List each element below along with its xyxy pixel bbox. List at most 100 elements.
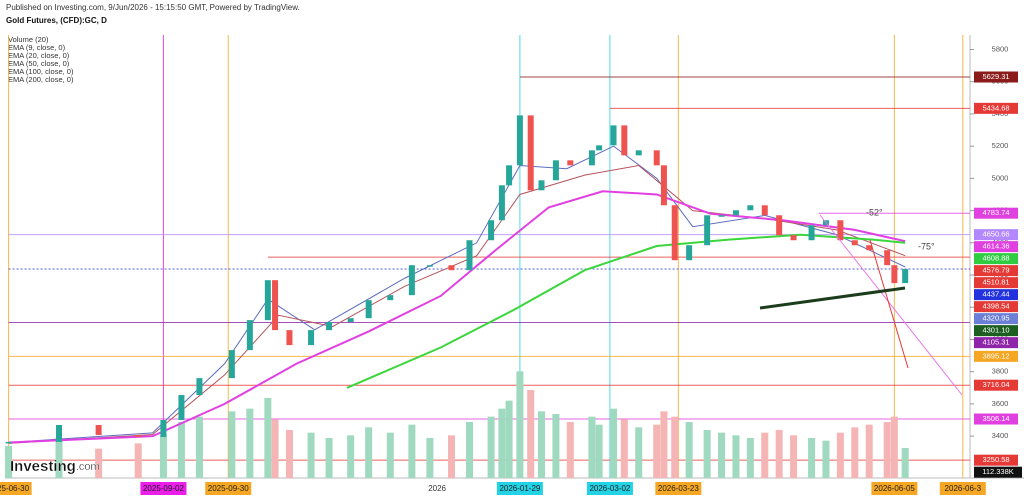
x-tick-label: 2025-09-30: [208, 484, 249, 493]
price-label: 4301.10: [982, 326, 1009, 335]
volume-bar: [883, 422, 891, 478]
volume-bar: [775, 430, 783, 478]
date-label-bg: [586, 482, 633, 495]
price-label-bg: [974, 229, 1018, 241]
candle: [264, 280, 271, 321]
legend-entry: EMA (100, close, 0): [8, 67, 74, 76]
annotation: -52°: [866, 207, 883, 217]
price-label-bg: [974, 265, 1018, 277]
candle: [851, 240, 858, 246]
candle: [527, 115, 534, 191]
logo: Investing.com: [10, 458, 100, 475]
volume-bar: [487, 416, 495, 478]
price-label-bg: [974, 337, 1018, 349]
volume-bar: [307, 432, 315, 478]
candle: [653, 150, 660, 166]
candle: [808, 225, 815, 241]
ema-line: [8, 145, 906, 444]
candle: [776, 215, 783, 236]
candle: [178, 395, 185, 421]
candle: [466, 240, 473, 271]
price-label-bg: [974, 301, 1018, 313]
date-label-bg: [871, 482, 918, 495]
volume-bar: [264, 398, 272, 478]
volume-bar: [5, 446, 13, 478]
volume-bar: [552, 414, 560, 478]
volume-bar: [55, 438, 63, 478]
volume-label: 112.338K: [982, 467, 1014, 476]
x-tick-label: 2026-01-29: [499, 484, 540, 493]
legend-entry: EMA (9, close, 0): [8, 43, 66, 52]
candle: [228, 350, 235, 379]
candle: [686, 245, 693, 261]
candle: [5, 441, 12, 444]
volume-bar: [620, 419, 628, 478]
volume-bar: [465, 422, 473, 478]
volume-bar: [808, 438, 816, 478]
date-label-bg: [496, 482, 543, 495]
date-label-bg: [140, 482, 187, 495]
price-label-bg: [974, 277, 1018, 289]
price-label: 5629.31: [982, 72, 1009, 81]
volume-bar: [890, 416, 898, 478]
volume-bar: [660, 411, 668, 478]
candle: [448, 265, 455, 271]
date-label-bg: [939, 482, 986, 495]
candle: [326, 322, 333, 331]
price-label: 3506.14: [982, 414, 1009, 423]
volume-bar: [195, 416, 203, 478]
volume-label-bg: [974, 466, 1022, 478]
candle: [747, 205, 754, 211]
trendline: [759, 286, 906, 310]
price-label-bg: [974, 241, 1018, 253]
price-label-bg: [974, 207, 1018, 219]
candle: [538, 180, 545, 191]
volume-bar: [246, 408, 254, 478]
candle: [552, 160, 559, 181]
candle: [387, 295, 394, 301]
volume-bar: [746, 438, 754, 478]
price-label-bg: [974, 379, 1018, 391]
volume-bar: [703, 430, 711, 478]
date-label-bg: [0, 482, 32, 495]
y-tick-label: 5000: [992, 173, 1009, 182]
candle: [408, 265, 415, 296]
published: Published on Investing.com, 9/Jun/2026 -…: [6, 3, 300, 12]
candle: [135, 434, 142, 437]
price-label: 3250.58: [982, 455, 1009, 464]
candle: [596, 145, 603, 151]
x-tick-label: 2026-06-05: [874, 484, 915, 493]
candle: [635, 150, 642, 156]
price-label-bg: [974, 102, 1018, 114]
candle: [884, 250, 891, 266]
volume-bar: [635, 427, 643, 478]
candle: [671, 205, 678, 261]
volume-bar: [671, 416, 679, 478]
volume-bar: [761, 432, 769, 478]
candle: [588, 150, 595, 166]
volume-bar: [685, 422, 693, 478]
candle: [95, 425, 102, 435]
volume-bar: [408, 424, 416, 478]
volume-bar: [595, 424, 603, 478]
trendline: [869, 239, 909, 369]
candle: [790, 235, 797, 241]
volume-bar: [822, 440, 830, 478]
x-tick-label: 2026-06-3: [945, 484, 982, 493]
candle: [660, 165, 667, 206]
legend-entry: EMA (20, close, 0): [8, 51, 70, 60]
volume-bar: [851, 427, 859, 478]
candle: [567, 160, 574, 166]
price-label: 4320.95: [982, 314, 1009, 323]
candle: [621, 125, 628, 156]
price-label-bg: [974, 289, 1018, 301]
price-label: 4510.81: [982, 278, 1009, 287]
candle: [837, 220, 844, 241]
y-tick-label: 3800: [992, 367, 1009, 376]
volume-bar: [901, 448, 909, 478]
volume-bar: [732, 435, 740, 478]
volume-bar: [865, 424, 873, 478]
candle: [426, 265, 433, 267]
volume-bar: [790, 435, 798, 478]
ema-line: [8, 164, 906, 444]
